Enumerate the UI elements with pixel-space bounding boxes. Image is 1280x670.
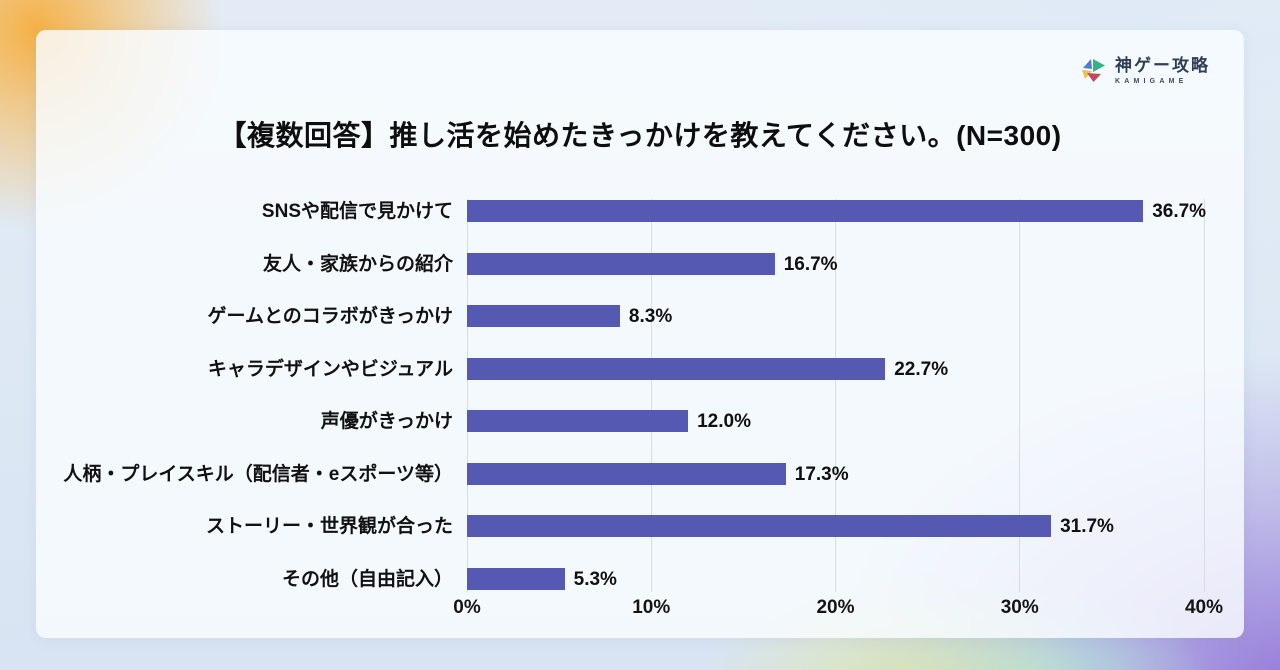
- bar-4: [467, 410, 689, 432]
- plot-area: 36.7% 16.7% 8.3% 22.7% 12.0% 17.3% 31.7% 5.3%: [466, 199, 1207, 592]
- value-label-1: 16.7%: [783, 253, 838, 275]
- x-axis-tick-label: 10%: [632, 597, 671, 618]
- chart-title: 【複数回答】推し活を始めたきっかけを教えてください。(N=300): [218, 120, 1062, 151]
- logo-brand-text: 神ゲー攻略: [1115, 56, 1210, 75]
- bar-5: [467, 462, 786, 485]
- value-label-3: 22.7%: [894, 358, 949, 380]
- x-axis-tick-label: 30%: [1000, 597, 1039, 618]
- category-label-1: 友人・家族からの紹介: [262, 253, 453, 275]
- value-label-7: 5.3%: [573, 568, 617, 590]
- logo-sub-text: KAMIGAME: [1115, 78, 1188, 85]
- bar-2: [467, 305, 620, 327]
- gridline-10%: [650, 199, 652, 592]
- x-axis-tick-label: 20%: [816, 597, 855, 618]
- category-label-2: ゲームとのコラボがきっかけ: [207, 306, 453, 327]
- value-label-2: 8.3%: [628, 306, 673, 327]
- gridline-30%: [1019, 199, 1021, 592]
- value-label-5: 17.3%: [794, 463, 849, 485]
- kamigame-logo-icon: [1080, 57, 1108, 85]
- category-label-6: ストーリー・世界観が合った: [205, 516, 453, 537]
- category-label-0: SNSや配信で見かけて: [261, 201, 453, 222]
- gridline-0%: [466, 199, 468, 592]
- x-axis-labels-layer: 0% 10% 20% 30% 40%: [453, 597, 1223, 625]
- category-labels-layer: SNSや配信で見かけて 友人・家族からの紹介ゲームとのコラボがきっかけ キャラデザイ…: [36, 199, 453, 592]
- bar-1: [467, 252, 775, 275]
- kamigame-logo: 神ゲー攻略 KAMIGAME: [1080, 56, 1210, 86]
- category-label-7: その他（自由記入）: [281, 568, 453, 590]
- gridline-40%: [1203, 199, 1205, 592]
- bar-0: [467, 200, 1144, 222]
- category-label-3: キャラデザインやビジュアル: [207, 358, 453, 380]
- value-label-0: 36.7%: [1152, 201, 1207, 222]
- chart-card: 神ゲー攻略 KAMIGAME 【複数回答】推し活を始めたきっかけを教えてください…: [36, 30, 1244, 638]
- category-label-5: 人柄・プレイスキル（配信者・eスポーツ等）: [63, 463, 453, 485]
- bar-3: [467, 357, 886, 380]
- value-label-4: 12.0%: [697, 411, 751, 432]
- gridline-20%: [835, 199, 836, 592]
- value-label-6: 31.7%: [1060, 516, 1114, 537]
- bar-6: [467, 515, 1052, 537]
- x-axis-tick-label: 40%: [1184, 597, 1224, 618]
- x-axis-tick-label: 0%: [453, 597, 481, 618]
- bar-7: [467, 567, 565, 590]
- category-label-4: 声優がきっかけ: [320, 411, 453, 432]
